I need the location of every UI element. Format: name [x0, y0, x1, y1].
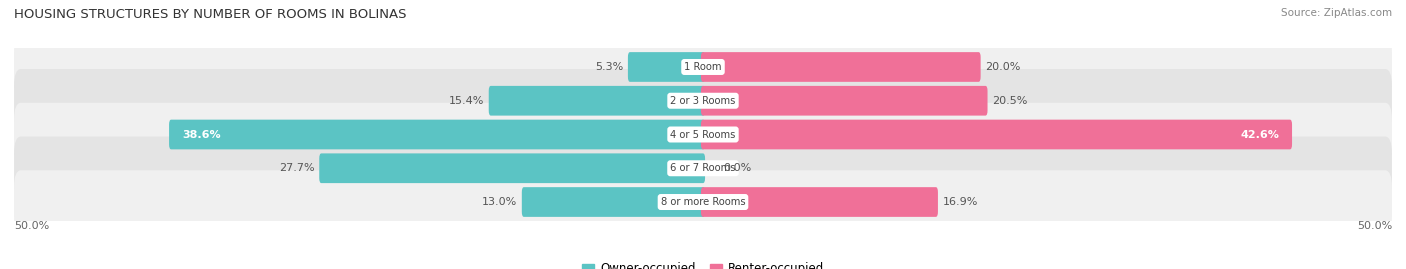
Text: 2 or 3 Rooms: 2 or 3 Rooms: [671, 96, 735, 106]
Text: 15.4%: 15.4%: [449, 96, 484, 106]
Text: 50.0%: 50.0%: [14, 221, 49, 231]
Text: 8 or more Rooms: 8 or more Rooms: [661, 197, 745, 207]
FancyBboxPatch shape: [702, 86, 987, 116]
Text: 16.9%: 16.9%: [943, 197, 979, 207]
Text: 13.0%: 13.0%: [482, 197, 517, 207]
Text: 20.0%: 20.0%: [986, 62, 1021, 72]
FancyBboxPatch shape: [702, 120, 1292, 149]
FancyBboxPatch shape: [169, 120, 704, 149]
FancyBboxPatch shape: [702, 52, 980, 82]
FancyBboxPatch shape: [628, 52, 704, 82]
Text: 27.7%: 27.7%: [278, 163, 315, 173]
FancyBboxPatch shape: [14, 137, 1392, 200]
Text: Source: ZipAtlas.com: Source: ZipAtlas.com: [1281, 8, 1392, 18]
Text: 1 Room: 1 Room: [685, 62, 721, 72]
FancyBboxPatch shape: [319, 153, 704, 183]
Text: 6 or 7 Rooms: 6 or 7 Rooms: [671, 163, 735, 173]
FancyBboxPatch shape: [522, 187, 704, 217]
FancyBboxPatch shape: [14, 35, 1392, 99]
FancyBboxPatch shape: [489, 86, 704, 116]
Text: 50.0%: 50.0%: [1357, 221, 1392, 231]
Legend: Owner-occupied, Renter-occupied: Owner-occupied, Renter-occupied: [578, 258, 828, 269]
FancyBboxPatch shape: [702, 187, 938, 217]
Text: 38.6%: 38.6%: [183, 129, 221, 140]
Text: 5.3%: 5.3%: [595, 62, 623, 72]
Text: 20.5%: 20.5%: [993, 96, 1028, 106]
Text: 4 or 5 Rooms: 4 or 5 Rooms: [671, 129, 735, 140]
FancyBboxPatch shape: [14, 170, 1392, 234]
FancyBboxPatch shape: [14, 69, 1392, 132]
Text: HOUSING STRUCTURES BY NUMBER OF ROOMS IN BOLINAS: HOUSING STRUCTURES BY NUMBER OF ROOMS IN…: [14, 8, 406, 21]
FancyBboxPatch shape: [14, 103, 1392, 166]
Text: 0.0%: 0.0%: [724, 163, 752, 173]
Text: 42.6%: 42.6%: [1240, 129, 1279, 140]
